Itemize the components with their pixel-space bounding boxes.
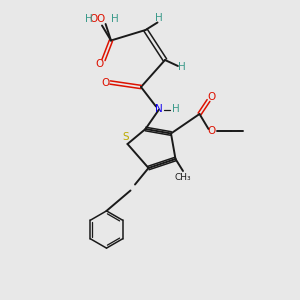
Text: –: – — [236, 126, 241, 135]
Text: CH₃: CH₃ — [175, 172, 191, 182]
Text: H: H — [172, 104, 179, 115]
Text: O: O — [96, 14, 105, 25]
Text: O: O — [95, 59, 103, 70]
Text: S: S — [123, 131, 129, 142]
Text: H: H — [178, 62, 185, 73]
Text: N: N — [155, 104, 163, 115]
Text: H: H — [85, 14, 92, 25]
Text: O: O — [207, 92, 216, 103]
Text: O: O — [207, 125, 216, 136]
Text: H: H — [155, 13, 163, 23]
Text: O: O — [101, 77, 109, 88]
Text: H: H — [111, 14, 119, 25]
Text: O: O — [90, 14, 98, 25]
